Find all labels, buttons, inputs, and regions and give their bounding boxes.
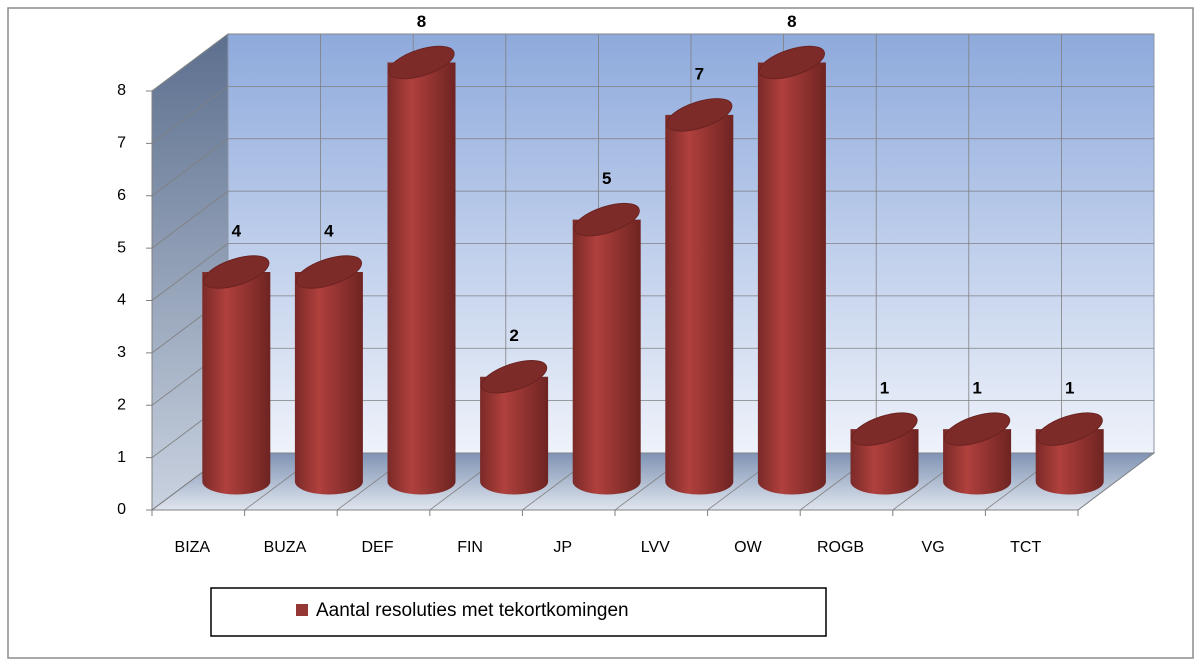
y-tick-label: 8	[117, 82, 126, 99]
y-tick-label: 4	[117, 292, 126, 309]
legend-box	[210, 587, 827, 637]
bar-top	[573, 202, 640, 237]
x-tick-label: ROGB	[817, 539, 864, 556]
bar	[294, 272, 363, 495]
data-label: 2	[509, 326, 518, 345]
legend-label: Aantal resoluties met tekortkomingen	[316, 600, 629, 621]
y-tick-label: 5	[117, 239, 126, 256]
data-label: 5	[602, 169, 611, 188]
data-label: 1	[880, 379, 889, 398]
bar-top	[203, 255, 270, 289]
y-tick-label: 3	[117, 344, 126, 361]
data-label: 7	[695, 64, 704, 83]
data-label: 1	[1065, 379, 1074, 398]
bar-top	[944, 412, 1011, 446]
grid-line-side	[151, 243, 229, 301]
bar	[572, 219, 641, 495]
x-tick-label: BIZA	[175, 539, 211, 556]
bar-top	[758, 45, 825, 80]
bar-top	[1036, 412, 1103, 446]
bar-top	[481, 360, 548, 394]
data-label: 8	[417, 12, 426, 31]
x-tick-label: FIN	[457, 539, 483, 556]
bar-top	[388, 45, 455, 80]
x-tick-label: BUZA	[264, 539, 307, 556]
plot-area: 0 1 2 3 4 5 6 7 8 BIZA BUZA DEF FIN JP LVV OW ROGB VG TCT 4…	[117, 12, 1156, 556]
bar	[202, 272, 271, 495]
bar	[480, 376, 549, 495]
grid-line-side	[151, 86, 229, 144]
data-label: 4	[232, 221, 242, 240]
x-tick-label: JP	[553, 539, 572, 556]
data-label: 8	[787, 12, 796, 31]
grid-line-side	[151, 138, 229, 197]
bar-top	[666, 98, 733, 132]
bar	[387, 62, 456, 495]
x-tick-label: OW	[734, 539, 762, 556]
x-tick-label: VG	[922, 539, 945, 556]
legend-swatch	[296, 604, 308, 616]
data-label: 1	[972, 379, 981, 398]
y-tick-label: 2	[117, 396, 126, 413]
x-tick-label: LVV	[641, 539, 670, 556]
grid-line-side	[151, 190, 229, 249]
data-label: 4	[324, 221, 334, 240]
x-tick-label: DEF	[362, 539, 394, 556]
bar-top	[295, 255, 362, 289]
bar	[665, 114, 734, 495]
y-tick-label: 0	[117, 501, 126, 518]
x-tick-label: TCT	[1010, 539, 1041, 556]
floor-grid-line	[1077, 452, 1155, 511]
grid-line-side	[151, 33, 229, 92]
legend: Aantal resoluties met tekortkomingen	[210, 587, 827, 637]
y-tick-label: 1	[117, 449, 126, 466]
y-tick-label: 6	[117, 187, 126, 204]
bar	[757, 62, 826, 495]
y-tick-label: 7	[117, 135, 126, 152]
bar-top	[851, 412, 918, 446]
